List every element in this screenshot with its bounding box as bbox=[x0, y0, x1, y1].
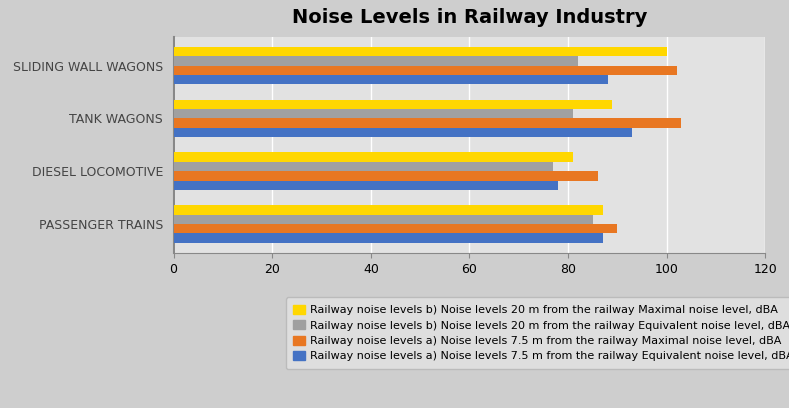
Bar bbox=[174, 224, 617, 233]
Bar bbox=[174, 75, 608, 84]
Legend: Railway noise levels b) Noise levels 20 m from the railway Maximal noise level, : Railway noise levels b) Noise levels 20 … bbox=[286, 297, 789, 369]
Bar bbox=[174, 118, 682, 128]
Bar bbox=[174, 153, 573, 162]
Bar bbox=[174, 181, 558, 190]
Bar bbox=[174, 233, 603, 243]
Bar bbox=[174, 66, 676, 75]
Bar bbox=[174, 162, 553, 171]
Bar bbox=[174, 47, 667, 56]
Bar bbox=[174, 171, 597, 181]
Bar bbox=[174, 56, 578, 66]
Title: Noise Levels in Railway Industry: Noise Levels in Railway Industry bbox=[292, 8, 647, 27]
Bar bbox=[174, 109, 573, 118]
Bar bbox=[174, 215, 593, 224]
Bar bbox=[174, 205, 603, 215]
Bar bbox=[174, 100, 612, 109]
Bar bbox=[174, 128, 632, 137]
